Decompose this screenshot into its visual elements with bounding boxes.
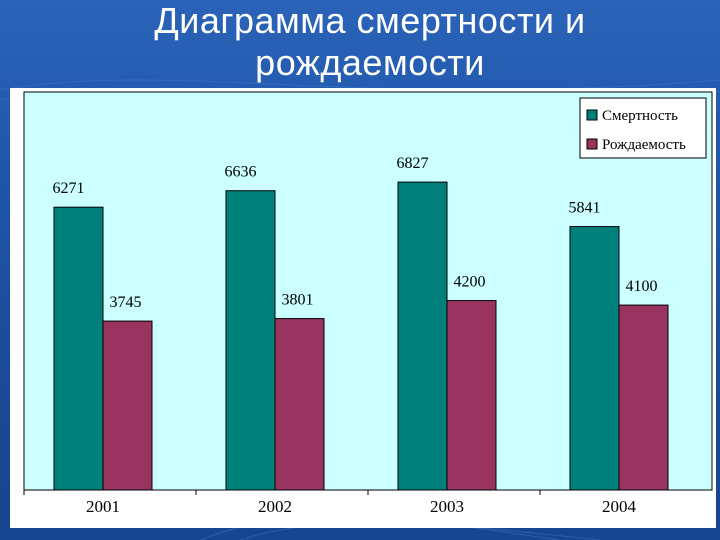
bar-birth-2001 [102,320,153,491]
bar-birth-2002 [274,318,325,491]
data-label-birth-2002: 3801 [282,292,314,309]
legend-label-mortality: Смертность [602,108,678,124]
data-label-mortality-2003: 6827 [397,155,429,172]
slide-title-line-1: Диаграмма смертности и [154,0,586,41]
chart-frame: 6271 3745 6636 3801 6827 4200 5841 4100 2001 200… [10,88,716,528]
bar-birth-2004 [618,304,669,491]
slide-title-line-2: рождаемости [255,42,485,83]
x-tick-label-2001: 2001 [86,497,120,516]
bar-mortality-2001 [53,206,104,491]
slide-title: Диаграмма смертности и рождаемости [0,0,720,84]
data-label-birth-2001: 3745 [110,294,142,311]
bar-birth-2003 [446,300,497,491]
data-label-mortality-2002: 6636 [225,164,257,181]
legend-label-birth: Рождаемость [602,137,686,153]
legend: Смертность Рождаемость [579,97,707,159]
data-labels-group: 6271 3745 6636 3801 6827 4200 5841 4100 [53,155,658,311]
x-axis-ticks-group: 2001 2002 2003 2004 [23,490,637,516]
data-label-mortality-2001: 6271 [53,180,85,197]
bars-group [53,181,669,491]
data-label-mortality-2004: 5841 [569,200,601,217]
bar-mortality-2004 [569,226,620,491]
data-label-birth-2003: 4200 [454,274,486,291]
bar-mortality-2002 [225,190,276,491]
x-tick-label-2003: 2003 [430,497,464,516]
bar-mortality-2003 [397,181,448,491]
x-tick-label-2004: 2004 [602,497,637,516]
x-tick-label-2002: 2002 [258,497,292,516]
legend-swatch-birth [586,138,598,150]
legend-swatch-mortality [586,109,598,121]
data-label-birth-2004: 4100 [626,278,658,295]
legend-box [579,97,707,159]
